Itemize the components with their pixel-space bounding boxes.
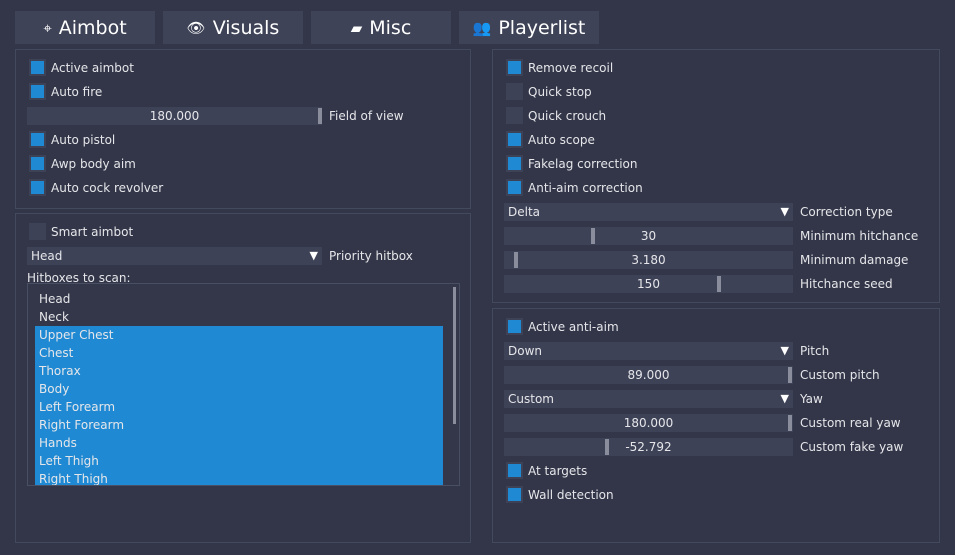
list-item[interactable]: Neck (39, 310, 69, 324)
checkbox[interactable] (506, 179, 523, 196)
tab-button[interactable]: ⌖ Aimbot (15, 11, 155, 44)
tab-icon: 👥 (472, 18, 492, 37)
checkbox-label: Active anti-aim (528, 320, 619, 334)
slider-label: Minimum damage (800, 253, 909, 267)
checkbox[interactable] (506, 462, 523, 479)
panel (492, 308, 940, 543)
checkbox-label: Remove recoil (528, 61, 614, 75)
dropdown-label: Correction type (800, 205, 893, 219)
dropdown-label: Yaw (800, 392, 823, 406)
dropdown-arrow: ▼ (780, 205, 789, 218)
panel (15, 49, 471, 209)
checkbox-label: Wall detection (528, 488, 614, 502)
dropdown[interactable]: Custom ▼ (504, 390, 793, 408)
checkbox[interactable] (506, 83, 523, 100)
slider-handle (591, 228, 595, 244)
checkbox[interactable] (506, 318, 523, 335)
slider-handle (605, 439, 609, 455)
list-item[interactable]: Head (39, 292, 71, 306)
checkbox[interactable] (29, 83, 46, 100)
tab-label: Misc (369, 16, 412, 39)
hitbox-list: Head Neck Upper Chest Chest Thorax Body Left F… (27, 283, 460, 486)
tab-label: Aimbot (58, 16, 127, 39)
tab-icon: ⌖ (43, 18, 52, 37)
checkbox[interactable] (29, 131, 46, 148)
list-item[interactable]: Body (35, 380, 443, 398)
checkbox-label: Active aimbot (51, 61, 134, 75)
checkbox-label: Auto cock revolver (51, 181, 164, 195)
dropdown[interactable]: Head ▼ (27, 247, 322, 265)
checkbox[interactable] (29, 59, 46, 76)
dropdown[interactable]: Down ▼ (504, 342, 793, 360)
dropdown-arrow: ▼ (780, 344, 789, 357)
tab-icon: ▰ (350, 18, 363, 37)
checkbox-label: Smart aimbot (51, 225, 134, 239)
checkbox-label: Quick crouch (528, 109, 607, 123)
dropdown[interactable]: Delta ▼ (504, 203, 793, 221)
checkbox-label: At targets (528, 464, 588, 478)
slider[interactable]: 89.000 (504, 366, 793, 384)
slider-label: Hitchance seed (800, 277, 893, 291)
slider-handle (788, 415, 792, 431)
list-item[interactable]: Left Thigh (35, 452, 443, 470)
tab-button[interactable]: 👁 Visuals (163, 11, 303, 44)
slider[interactable]: 150 (504, 275, 793, 293)
dropdown-label: Pitch (800, 344, 830, 358)
list-item[interactable]: Left Forearm (35, 398, 443, 416)
slider-label: Custom fake yaw (800, 440, 904, 454)
list-item[interactable]: Hands (35, 434, 443, 452)
dropdown-arrow: ▼ (309, 249, 318, 262)
tab-label: Playerlist (498, 16, 586, 39)
slider[interactable]: 3.180 (504, 251, 793, 269)
list-item[interactable]: Thorax (35, 362, 443, 380)
list-item[interactable]: Upper Chest (35, 326, 443, 344)
checkbox[interactable] (506, 107, 523, 124)
slider-label: Field of view (329, 109, 404, 123)
slider[interactable]: -52.792 (504, 438, 793, 456)
tab-button[interactable]: 👥 Playerlist (459, 11, 599, 44)
checkbox-label: Auto pistol (51, 133, 116, 147)
list-item[interactable]: Chest (35, 344, 443, 362)
tab-label: Visuals (212, 16, 280, 39)
checkbox[interactable] (506, 155, 523, 172)
checkbox-label: Auto scope (528, 133, 595, 147)
slider-label: Custom real yaw (800, 416, 901, 430)
slider-handle (788, 367, 792, 383)
slider[interactable]: 180.000 (27, 107, 322, 125)
checkbox-label: Auto fire (51, 85, 103, 99)
section-label: Hitboxes to scan: (27, 271, 131, 285)
slider-handle (514, 252, 518, 268)
checkbox-label: Anti-aim correction (528, 181, 643, 195)
checkbox[interactable] (29, 155, 46, 172)
tab-button[interactable]: ▰ Misc (311, 11, 451, 44)
slider-handle (717, 276, 721, 292)
list-item[interactable]: Right Thigh (35, 470, 443, 485)
dropdown-label: Priority hitbox (329, 249, 413, 263)
dropdown-arrow: ▼ (780, 392, 789, 405)
panel (15, 213, 471, 543)
slider-handle (318, 108, 322, 124)
checkbox[interactable] (506, 486, 523, 503)
list-item[interactable]: Right Forearm (35, 416, 443, 434)
checkbox-label: Awp body aim (51, 157, 136, 171)
panel (492, 49, 940, 303)
checkbox[interactable] (506, 131, 523, 148)
checkbox[interactable] (506, 59, 523, 76)
checkbox-label: Fakelag correction (528, 157, 638, 171)
slider-label: Custom pitch (800, 368, 880, 382)
checkbox[interactable] (29, 223, 46, 240)
tab-icon: 👁 (186, 18, 206, 37)
slider[interactable]: 180.000 (504, 414, 793, 432)
slider-label: Minimum hitchance (800, 229, 919, 243)
checkbox[interactable] (29, 179, 46, 196)
checkbox-label: Quick stop (528, 85, 592, 99)
slider[interactable]: 30 (504, 227, 793, 245)
scrollbar (453, 287, 456, 424)
